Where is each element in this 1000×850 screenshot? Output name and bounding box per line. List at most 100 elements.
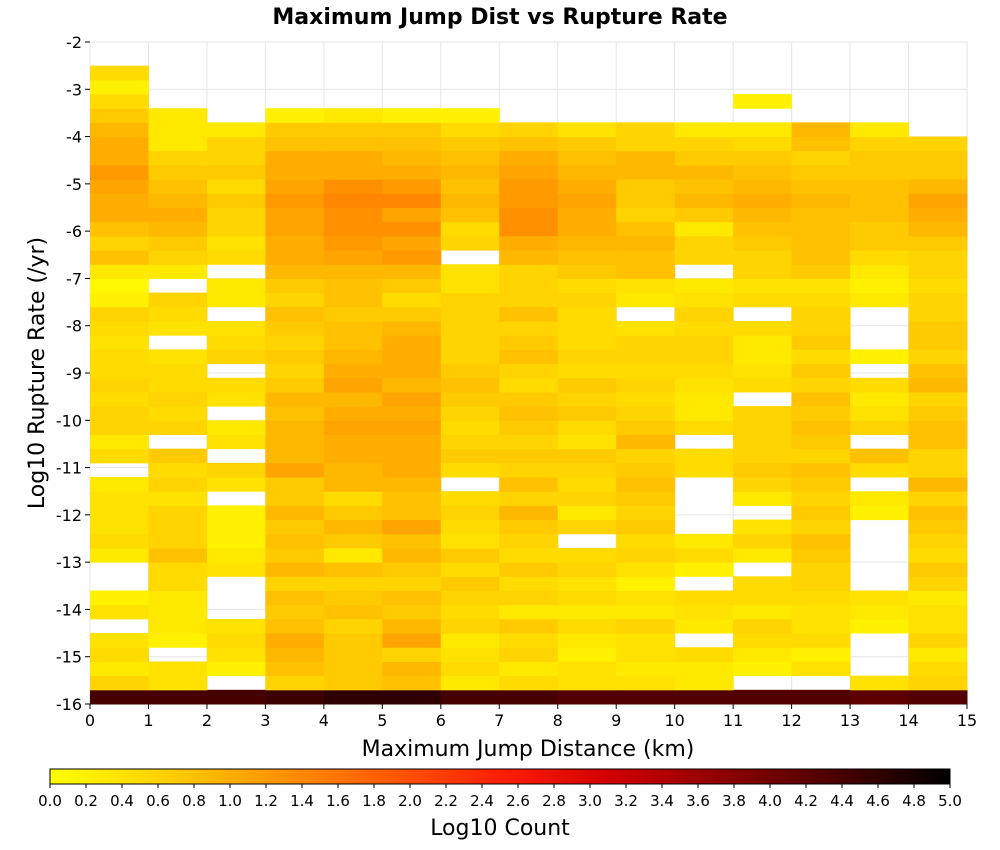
heatmap-cell: [674, 647, 734, 662]
heatmap-cell: [440, 235, 500, 251]
heatmap-cell: [265, 505, 325, 521]
heatmap-cell: [323, 462, 383, 478]
heatmap-cell: [323, 448, 383, 464]
heatmap-cell: [148, 462, 208, 478]
heatmap-cell: [148, 519, 208, 535]
heatmap-cell: [616, 434, 676, 450]
colorbar-tick-label: 0.6: [146, 792, 170, 810]
heatmap-cell: [206, 349, 266, 365]
heatmap-cell: [674, 122, 734, 138]
heatmap-cell: [206, 391, 266, 407]
heatmap-cell: [148, 547, 208, 563]
heatmap-cell: [90, 179, 149, 194]
heatmap-cell: [90, 377, 149, 393]
heatmap-cell: [908, 391, 968, 407]
heatmap-cell: [90, 675, 149, 691]
heatmap-cell: [791, 349, 851, 365]
heatmap-cell: [616, 179, 676, 194]
heatmap-cell: [148, 477, 208, 492]
heatmap-cell: [440, 221, 500, 237]
heatmap-cell: [148, 363, 208, 379]
heatmap-cell: [382, 207, 442, 223]
colorbar: [49, 768, 951, 785]
heatmap-cell: [382, 250, 442, 265]
heatmap-cell: [323, 221, 383, 237]
heatmap-cell: [733, 448, 793, 464]
heatmap-cell: [148, 604, 208, 620]
heatmap-cell: [206, 618, 266, 634]
heatmap-cell: [206, 193, 266, 208]
heatmap-cell: [557, 363, 617, 379]
heatmap-cell: [850, 278, 910, 294]
heatmap-cell: [206, 434, 266, 450]
heatmap-cell: [90, 519, 149, 535]
heatmap-cell: [382, 420, 442, 435]
heatmap-cell: [499, 604, 559, 620]
heatmap-cell: [557, 462, 617, 478]
heatmap-cell: [206, 207, 266, 223]
heatmap-cell: [908, 505, 968, 521]
heatmap-cell: [616, 491, 676, 506]
heatmap-cell: [733, 136, 793, 152]
heatmap-cell: [733, 363, 793, 379]
heatmap-cell: [616, 576, 676, 592]
heatmap-cell: [733, 604, 793, 620]
heatmap-cell: [265, 661, 325, 677]
heatmap-cell: [908, 533, 968, 549]
heatmap-cell: [557, 420, 617, 435]
heatmap-cell: [206, 562, 266, 577]
heatmap-cell: [323, 505, 383, 521]
heatmap-cell: [440, 377, 500, 393]
heatmap-cell: [90, 491, 149, 506]
heatmap-cell: [148, 505, 208, 521]
heatmap-cell: [90, 505, 149, 521]
heatmap-cell: [206, 377, 266, 393]
heatmap-cell: [499, 136, 559, 152]
heatmap-cell: [616, 122, 676, 138]
heatmap-cell: [265, 519, 325, 535]
colorbar-tick-label: 4.8: [902, 792, 926, 810]
heatmap-cell: [499, 689, 559, 705]
x-tick-label: 3: [260, 711, 270, 730]
heatmap-cell: [323, 377, 383, 393]
heatmap-cell: [265, 349, 325, 365]
heatmap-cell: [557, 689, 617, 705]
heatmap-cell: [733, 647, 793, 662]
chart-title: Maximum Jump Dist vs Rupture Rate: [272, 5, 727, 30]
heatmap-cell: [382, 689, 442, 705]
heatmap-cell: [148, 590, 208, 606]
heatmap-cell: [674, 235, 734, 251]
heatmap-cell: [908, 377, 968, 393]
heatmap-cell: [674, 420, 734, 435]
heatmap-cell: [850, 420, 910, 435]
x-axis-ticks: 0 1 2 3 4 5 6 7 8 9 10 11 12 13 14 15: [85, 704, 977, 730]
heatmap-cell: [674, 335, 734, 350]
heatmap-cell: [440, 576, 500, 592]
heatmap-cell: [206, 533, 266, 549]
colorbar-tick-label: 0.0: [38, 792, 62, 810]
colorbar-tick-label: 3.6: [686, 792, 710, 810]
heatmap-cell: [674, 462, 734, 478]
heatmap-cell: [265, 406, 325, 421]
colorbar-tick-label: 3.8: [722, 792, 746, 810]
heatmap-cell: [90, 122, 149, 138]
heatmap-cell: [908, 250, 968, 265]
heatmap-cell: [323, 661, 383, 677]
heatmap-cell: [557, 278, 617, 294]
x-tick-label: 5: [377, 711, 387, 730]
heatmap-cell: [265, 448, 325, 464]
heatmap-cell: [557, 136, 617, 152]
heatmap-cell: [382, 533, 442, 549]
heatmap-cell: [791, 519, 851, 535]
heatmap-cell: [90, 349, 149, 365]
heatmap-cell: [499, 547, 559, 563]
heatmap-cell: [382, 235, 442, 251]
heatmap-cell: [265, 136, 325, 152]
heatmap-cell: [908, 264, 968, 279]
heatmap-cell: [382, 633, 442, 648]
heatmap-cell: [616, 150, 676, 166]
heatmap-cell: [791, 335, 851, 350]
heatmap-cell: [733, 576, 793, 592]
x-tick-label: 6: [436, 711, 446, 730]
heatmap-cell: [148, 576, 208, 592]
